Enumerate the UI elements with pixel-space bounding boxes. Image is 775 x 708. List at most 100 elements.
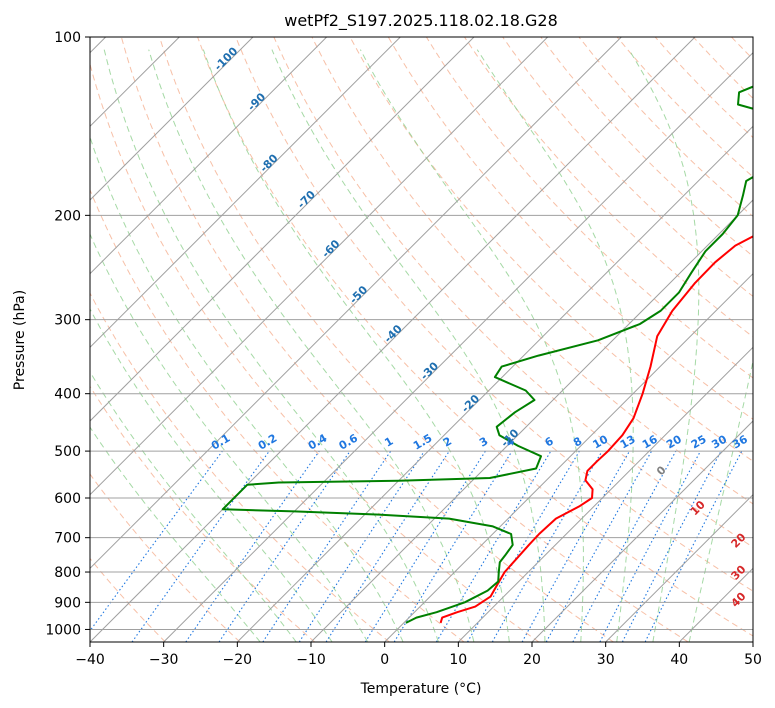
isotherm-line xyxy=(310,199,753,642)
isotherm-line xyxy=(90,37,622,570)
moist-adiabat-label: -30 xyxy=(418,359,441,382)
isotherm-line xyxy=(90,37,254,201)
dry-adiabat-line xyxy=(464,37,753,338)
dry-adiabat-line xyxy=(578,37,753,218)
moist-adiabat-line xyxy=(271,49,546,642)
moist-adiabat-line xyxy=(90,426,261,642)
y-tick-label: 600 xyxy=(54,491,81,507)
isotherm-line xyxy=(457,346,753,642)
isotherm-line xyxy=(236,125,753,642)
moist-adiabat-line xyxy=(148,49,475,642)
mixing-ratio-line xyxy=(393,450,513,642)
dry-adiabat-line xyxy=(311,37,753,505)
mixing-ratio-line xyxy=(621,450,722,642)
y-tick-label: 500 xyxy=(54,444,81,460)
isotherm-line xyxy=(384,272,753,642)
mixing-ratio-label: 10 xyxy=(590,432,610,451)
x-tick-label: −30 xyxy=(149,652,179,668)
dry-adiabat-line xyxy=(692,37,753,99)
moist-adiabat-label: -70 xyxy=(295,188,318,211)
dry-adiabat-line xyxy=(540,37,753,257)
moist-adiabat-line xyxy=(202,49,510,642)
moist-adiabat-label: -80 xyxy=(257,151,280,174)
dry-adiabat-line xyxy=(90,385,316,642)
dry-adiabat-line xyxy=(159,37,689,642)
mixing-ratio-line xyxy=(131,450,270,642)
x-tick-label: 40 xyxy=(670,652,688,668)
moist-adiabat-label: -100 xyxy=(212,44,241,73)
isotherm-line xyxy=(531,420,753,642)
mixing-ratio-line xyxy=(298,450,425,642)
moist-adiabat-line xyxy=(103,49,439,642)
x-tick-label: 30 xyxy=(597,652,615,668)
mixing-ratio-label: 16 xyxy=(640,432,660,451)
dry-adiabat-line xyxy=(90,292,390,642)
mixing-ratio-label: 30 xyxy=(709,432,729,451)
moist-adiabat-line xyxy=(90,232,369,642)
dewpoint-profile-line xyxy=(221,85,753,624)
y-tick-label: 800 xyxy=(54,565,81,581)
y-tick-label: 300 xyxy=(54,313,81,329)
chart-title: wetPf2_S197.2025.118.02.18.G28 xyxy=(284,11,558,31)
dry-adiabat-line xyxy=(387,37,753,420)
mixing-ratio-label: 8 xyxy=(571,435,584,450)
y-axis-ticks: 100 200 300 400 500 600 700 800 900 1000 xyxy=(45,30,90,638)
x-tick-label: 50 xyxy=(744,652,762,668)
dry-adiabat-line xyxy=(273,37,753,548)
temperature-profile-line xyxy=(439,235,753,624)
dry-adiabat-line xyxy=(197,37,753,637)
mixing-ratio-line xyxy=(262,450,392,642)
isotherm-line xyxy=(90,37,549,496)
dry-adiabat-line xyxy=(235,37,753,592)
mixing-ratio-label: 1.5 xyxy=(411,432,434,453)
x-axis-label: Temperature (°C) xyxy=(360,681,482,697)
isotherm-line xyxy=(90,37,696,642)
moist-adiabat-line xyxy=(90,370,297,642)
background-lines xyxy=(90,37,753,642)
grid-lines xyxy=(90,37,753,642)
series-layer xyxy=(221,85,753,624)
isotherm-line xyxy=(605,493,753,642)
mixing-ratio-line xyxy=(599,450,701,642)
plot-frame xyxy=(89,36,754,643)
moist-adiabat-line xyxy=(628,49,700,642)
moist-adiabat-label: -20 xyxy=(459,392,482,415)
isotherm-line xyxy=(90,37,475,422)
dry-adiabat-label: 0 xyxy=(654,463,669,478)
dry-adiabat-line xyxy=(90,188,465,642)
moist-adiabat-label: -50 xyxy=(347,283,370,306)
isotherm-line xyxy=(163,51,753,642)
isotherm-line xyxy=(90,37,401,349)
y-tick-label: 700 xyxy=(54,531,81,547)
mixing-ratio-line xyxy=(325,450,450,642)
x-tick-label: 0 xyxy=(380,652,389,668)
mixing-ratio-label: 0.1 xyxy=(209,432,232,453)
mixing-ratio-line xyxy=(572,450,677,642)
isotherm-line xyxy=(678,567,753,642)
x-tick-label: 20 xyxy=(523,652,541,668)
dry-adiabat-label: 40 xyxy=(729,590,749,610)
dry-adiabat-line xyxy=(90,473,241,642)
mixing-ratio-label: 36 xyxy=(730,432,750,451)
isotherm-line xyxy=(752,641,753,642)
y-tick-label: 200 xyxy=(54,208,81,224)
moist-adiabat-line xyxy=(476,49,634,642)
x-tick-label: 10 xyxy=(449,652,467,668)
x-axis-ticks: −40 −30 −20 −10 0 10 20 30 40 50 xyxy=(75,642,762,668)
moist-adiabat-line xyxy=(359,49,584,642)
isotherm-line xyxy=(90,37,328,275)
mixing-ratio-line xyxy=(644,450,743,642)
x-tick-label: −20 xyxy=(223,652,253,668)
x-tick-label: −40 xyxy=(75,652,105,668)
mixing-ratio-line xyxy=(545,450,653,642)
mixing-ratio-label: 1 xyxy=(382,435,395,450)
mixing-ratio-label: 6 xyxy=(543,434,556,449)
mixing-ratio-label: 25 xyxy=(689,433,709,452)
moist-adiabat-line xyxy=(90,135,404,642)
y-tick-label: 400 xyxy=(54,387,81,403)
mixing-ratio-label: 3 xyxy=(477,435,490,450)
mixing-ratio-line xyxy=(218,450,351,642)
moist-adiabat-line xyxy=(688,358,753,642)
mixing-ratio-line xyxy=(185,450,320,642)
